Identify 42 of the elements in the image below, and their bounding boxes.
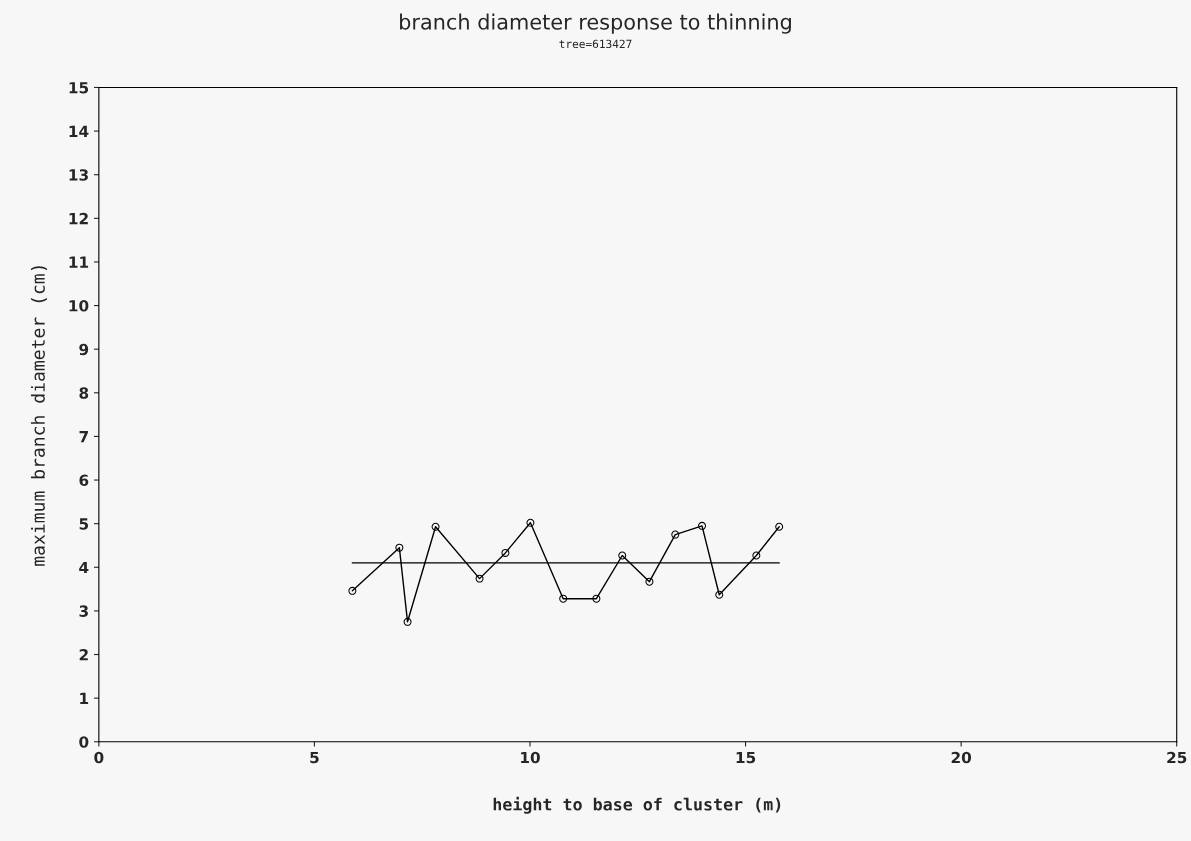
y-tick-label: 15 [69, 82, 89, 94]
y-tick-label: 9 [79, 343, 89, 356]
x-tick-label: 10 [521, 751, 540, 764]
point [698, 521, 707, 530]
point [671, 530, 680, 539]
point [403, 617, 412, 626]
y-tick-label: 11 [69, 256, 89, 268]
y-tick-label: 7 [79, 431, 88, 443]
x-tick-label: 20 [951, 751, 972, 764]
y-tick-label: 0 [79, 736, 89, 748]
chart-title: branch diameter response to thinning [400, 13, 791, 34]
point [501, 548, 510, 557]
y-tick-label: 10 [69, 300, 89, 312]
point [475, 574, 484, 583]
y-axis-title: maximum branch diameter (cm) [30, 266, 48, 566]
y-tick-label: 8 [79, 387, 89, 399]
point [431, 522, 440, 531]
y-tick-label: 4 [79, 561, 89, 574]
x-tick-label: 25 [1167, 751, 1187, 764]
x-tick-label: 0 [94, 751, 104, 764]
x-tick-label: 5 [310, 751, 319, 764]
y-tick-label: 1 [80, 692, 89, 704]
y-tick-label: 14 [69, 125, 89, 137]
y-tick-label: 5 [79, 518, 89, 530]
x-axis-title: height to base of cluster (m) [493, 796, 781, 814]
y-tick-label: 3 [79, 605, 88, 617]
point [715, 590, 724, 599]
y-tick-label: 12 [69, 212, 88, 225]
point [395, 543, 404, 552]
point [526, 518, 535, 527]
point [775, 522, 784, 531]
y-tick-label: 2 [79, 648, 88, 661]
point [645, 577, 654, 586]
point [618, 551, 627, 560]
x-tick-label: 15 [736, 751, 756, 764]
y-tick-label: 6 [79, 474, 89, 487]
point [592, 594, 601, 603]
chart-subtitle: tree=613427 [559, 39, 632, 49]
point [752, 551, 761, 560]
point [348, 586, 357, 595]
point [559, 594, 568, 603]
y-tick-label: 13 [69, 169, 88, 181]
